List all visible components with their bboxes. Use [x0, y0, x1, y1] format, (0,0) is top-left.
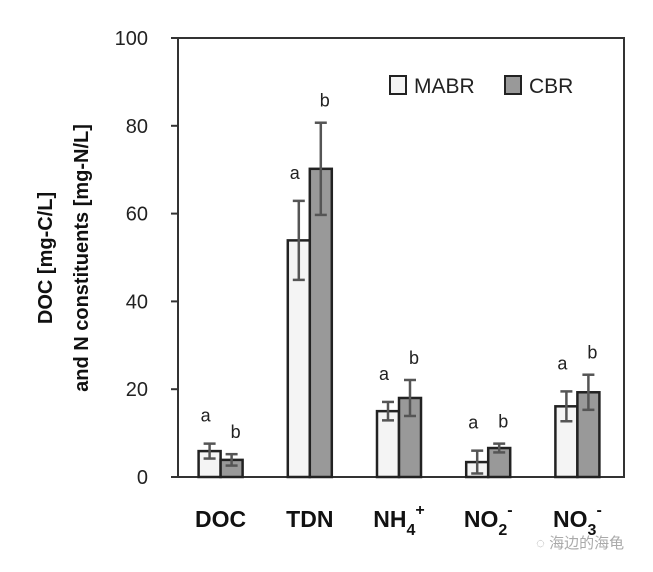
significance-label: a — [557, 353, 568, 373]
category-superscript: - — [507, 502, 512, 519]
category-base: NH — [373, 506, 406, 532]
category-base: NO — [464, 506, 499, 532]
y-tick-label: 100 — [115, 28, 148, 50]
y-tick-label: 60 — [126, 204, 148, 226]
significance-label: a — [468, 413, 479, 433]
category-subscript: 3 — [588, 522, 597, 539]
significance-label: b — [587, 343, 597, 363]
category-label: TDN — [286, 506, 333, 532]
category-label: NO2- — [464, 502, 513, 539]
significance-label: a — [379, 364, 390, 384]
significance-label: b — [498, 412, 508, 432]
category-base: DOC — [195, 506, 246, 532]
category-subscript: 4 — [406, 522, 415, 539]
category-label: NH4+ — [373, 502, 424, 539]
watermark-text: 海边的海龟 — [549, 535, 625, 552]
category-base: TDN — [286, 506, 333, 532]
y-axis-label-line1: DOC [mg-C/L] — [35, 192, 57, 324]
significance-label: b — [409, 348, 419, 368]
significance-label: b — [231, 422, 241, 442]
y-tick-label: 20 — [126, 379, 148, 401]
category-superscript: + — [415, 502, 424, 519]
y-tick-label: 40 — [126, 291, 148, 313]
legend-swatch-mabr — [389, 75, 407, 95]
significance-label: b — [320, 91, 330, 111]
y-tick-label: 0 — [137, 467, 148, 489]
legend-label-mabr: MABR — [414, 75, 475, 98]
category-label: DOC — [195, 506, 246, 532]
legend-label-cbr: CBR — [529, 75, 573, 98]
category-label: NO3 - — [553, 502, 602, 539]
wechat-icon: ◌ — [536, 535, 550, 552]
watermark: ◌ 海边的海龟 — [536, 532, 624, 553]
y-axis-label-line2: and N constituents [mg-N/L] — [71, 124, 93, 392]
category-base: NO — [553, 506, 588, 532]
y-tick-label: 80 — [126, 116, 148, 138]
category-superscript: - — [596, 502, 601, 519]
category-subscript: 2 — [498, 522, 507, 539]
legend-swatch-cbr — [504, 75, 522, 95]
significance-label: a — [201, 406, 212, 426]
significance-label: a — [290, 163, 301, 183]
